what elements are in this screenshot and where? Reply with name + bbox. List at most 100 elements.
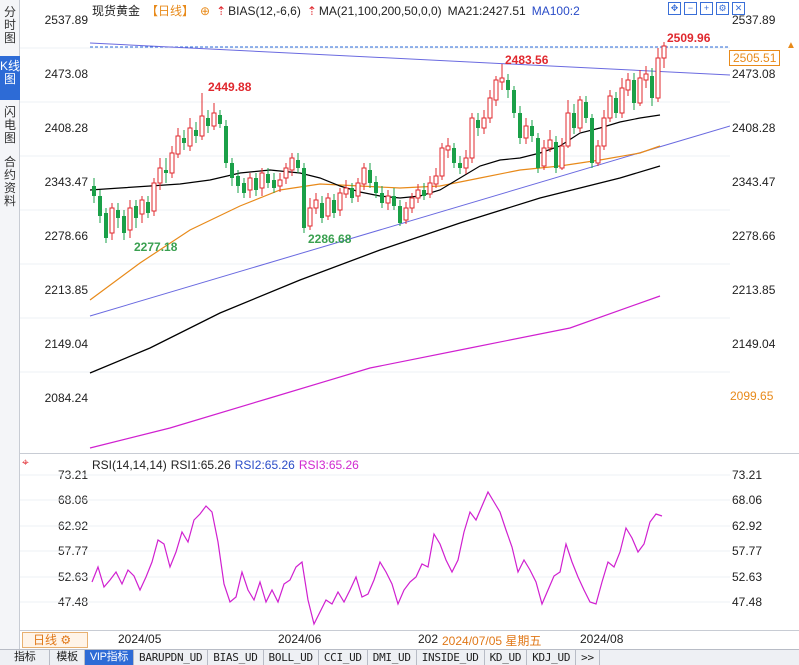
candle-up [607, 90, 613, 122]
low-annotation: 2286.68 [308, 232, 352, 246]
tab-barupdn[interactable]: BARUPDN_UD [134, 650, 209, 665]
candle-up [157, 158, 163, 190]
candle-down [272, 173, 276, 193]
tab-bias[interactable]: BIAS_UD [208, 650, 264, 665]
candle-body [332, 200, 336, 213]
rsi-chart[interactable] [20, 472, 730, 630]
candle-up [199, 93, 205, 140]
candle-down [368, 163, 372, 188]
ma-label[interactable]: MA(21,100,200,50,0,0) [318, 4, 442, 18]
more-tabs-button[interactable]: >> [576, 650, 600, 665]
candle-body [266, 174, 270, 183]
candle-body [307, 207, 313, 227]
bias-label[interactable]: BIAS(12,-6,6) [228, 4, 301, 18]
tab-kline[interactable]: K线图 [0, 56, 20, 100]
indicator-arrow-icon[interactable]: ⇡ [216, 4, 227, 18]
candle-up [439, 143, 445, 180]
candle-body [355, 182, 361, 197]
tab-cci[interactable]: CCI_UD [319, 650, 368, 665]
candlestick-chart[interactable] [20, 18, 730, 454]
date-label: 2024/08 [580, 632, 624, 646]
target-icon[interactable]: ⌖ [22, 455, 29, 469]
candle-body [584, 102, 588, 118]
period-button-label: 日线 [33, 633, 58, 647]
price-axis-label: 2084.24 [44, 391, 88, 405]
tab-flash[interactable]: 闪电图 [3, 105, 16, 145]
candle-up [109, 203, 115, 240]
candle-down [98, 190, 102, 223]
candle-down [92, 178, 96, 203]
panel-divider [20, 453, 799, 454]
candle-up [547, 130, 553, 152]
gear-icon[interactable]: ⊕ [200, 4, 211, 18]
candle-down [650, 68, 654, 106]
candle-body [433, 175, 439, 185]
close-icon[interactable]: ✕ [732, 2, 745, 15]
candle-body [547, 139, 553, 149]
candle-down [230, 158, 234, 186]
candle-body [194, 130, 198, 136]
candle-up [361, 163, 367, 190]
indicator-arrow-icon[interactable]: ⇡ [306, 4, 317, 18]
expand-icon[interactable]: ✥ [668, 2, 681, 15]
candle-body [614, 98, 618, 113]
price-marker-icon: ▲ [786, 40, 796, 51]
candle-up [355, 178, 361, 202]
tab-templates[interactable]: 模板 [50, 650, 85, 665]
candle-body [445, 145, 451, 151]
tab-kdj[interactable]: KDJ_UD [527, 650, 577, 665]
tab-dmi[interactable]: DMI_UD [368, 650, 417, 665]
candle-down [518, 106, 522, 144]
candle-body [572, 113, 576, 128]
ma200-price-label: 2099.65 [730, 389, 774, 403]
candle-body [632, 80, 636, 103]
zoom-in-icon[interactable]: + [700, 2, 713, 15]
candle-up [307, 198, 313, 230]
candle-body [590, 118, 594, 163]
candle-down [374, 176, 378, 198]
candle-up [643, 66, 649, 88]
candle-down [320, 196, 324, 223]
candle-body [530, 126, 534, 136]
candle-body [127, 207, 133, 231]
candle-body [619, 87, 625, 114]
tab-indicators[interactable]: 指标 [0, 650, 51, 665]
symbol-name: 现货黄金 [92, 4, 141, 18]
price-axis-label-right: 2278.66 [732, 229, 776, 243]
candle-down [380, 186, 384, 208]
candle-body [350, 188, 354, 198]
candle-down [350, 183, 354, 203]
candle-down [614, 92, 618, 118]
candle-body [247, 177, 253, 191]
zoom-out-icon[interactable]: − [684, 2, 697, 15]
rsi-axis-label-right: 47.48 [732, 595, 763, 609]
tab-kd[interactable]: KD_UD [485, 650, 528, 665]
candle-down [146, 196, 150, 218]
candle-body [559, 145, 565, 169]
candle-up [541, 140, 547, 170]
rsi-label[interactable]: RSI(14,14,14) [92, 458, 167, 472]
candle-up [463, 150, 469, 174]
candle-up [523, 118, 529, 144]
tab-contract-info[interactable]: 合约资料 [3, 155, 16, 208]
candle-up [565, 100, 571, 148]
tab-intraday[interactable]: 分时图 [3, 5, 16, 45]
candle-down [224, 120, 228, 168]
candle-body [320, 203, 324, 218]
tab-inside[interactable]: INSIDE_UD [417, 650, 485, 665]
settings-icon[interactable]: ⚙ [716, 2, 729, 15]
tab-boll[interactable]: BOLL_UD [264, 650, 319, 665]
period-button[interactable]: 日线 ⚙ [22, 632, 88, 648]
tab-vip-indicators[interactable]: VIP指标 [84, 650, 135, 665]
candle-up [175, 128, 181, 158]
candle-body [607, 95, 613, 119]
trendline-upper [89, 42, 730, 76]
candle-body [499, 77, 505, 83]
candle-down [506, 74, 510, 98]
candle-body [259, 172, 265, 189]
candle-body [512, 90, 516, 113]
rsi-line [91, 490, 663, 626]
period-label[interactable]: 【日线】 [146, 4, 195, 18]
candle-body [493, 79, 499, 101]
time-axis [20, 630, 799, 648]
